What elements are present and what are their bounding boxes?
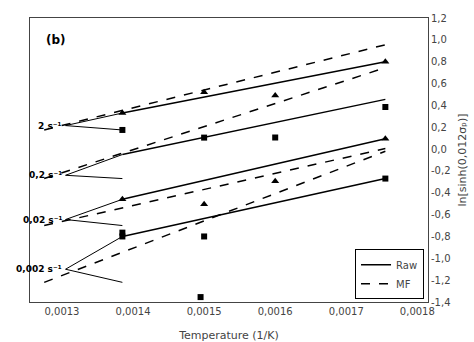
svg-text:Raw: Raw: [396, 260, 417, 271]
svg-text:-1,4: -1,4: [431, 297, 451, 308]
svg-text:0,02 s⁻¹: 0,02 s⁻¹: [23, 215, 62, 225]
svg-text:0,002 s⁻¹: 0,002 s⁻¹: [16, 264, 62, 274]
svg-text:ln[sinh(0,012σₚ)]: ln[sinh(0,012σₚ)]: [456, 113, 469, 206]
svg-text:MF: MF: [396, 279, 411, 290]
svg-text:0,0016: 0,0016: [258, 306, 293, 317]
svg-text:0,0015: 0,0015: [187, 306, 222, 317]
svg-text:0,0013: 0,0013: [44, 306, 79, 317]
svg-text:-0,8: -0,8: [431, 231, 451, 242]
svg-text:0,2: 0,2: [431, 122, 447, 133]
svg-text:1,0: 1,0: [431, 34, 447, 45]
svg-text:0,0014: 0,0014: [116, 306, 151, 317]
svg-text:-0,6: -0,6: [431, 209, 451, 220]
svg-text:0,0017: 0,0017: [329, 306, 364, 317]
svg-text:0,2 s⁻¹: 0,2 s⁻¹: [29, 170, 62, 180]
svg-text:-0,4: -0,4: [431, 187, 451, 198]
svg-text:0,0018: 0,0018: [400, 306, 435, 317]
svg-text:-1,2: -1,2: [431, 275, 451, 286]
svg-text:0,4: 0,4: [431, 100, 447, 111]
svg-text:Temperature (1/K): Temperature (1/K): [178, 329, 279, 342]
svg-text:0,0: 0,0: [431, 144, 447, 155]
svg-text:0,6: 0,6: [431, 78, 447, 89]
svg-text:1,2: 1,2: [431, 13, 447, 24]
svg-text:-0,2: -0,2: [431, 165, 451, 176]
svg-text:0,8: 0,8: [431, 56, 447, 67]
svg-text:(b): (b): [46, 33, 66, 47]
svg-text:2 s⁻¹: 2 s⁻¹: [38, 121, 62, 131]
svg-text:-1,0: -1,0: [431, 253, 451, 264]
